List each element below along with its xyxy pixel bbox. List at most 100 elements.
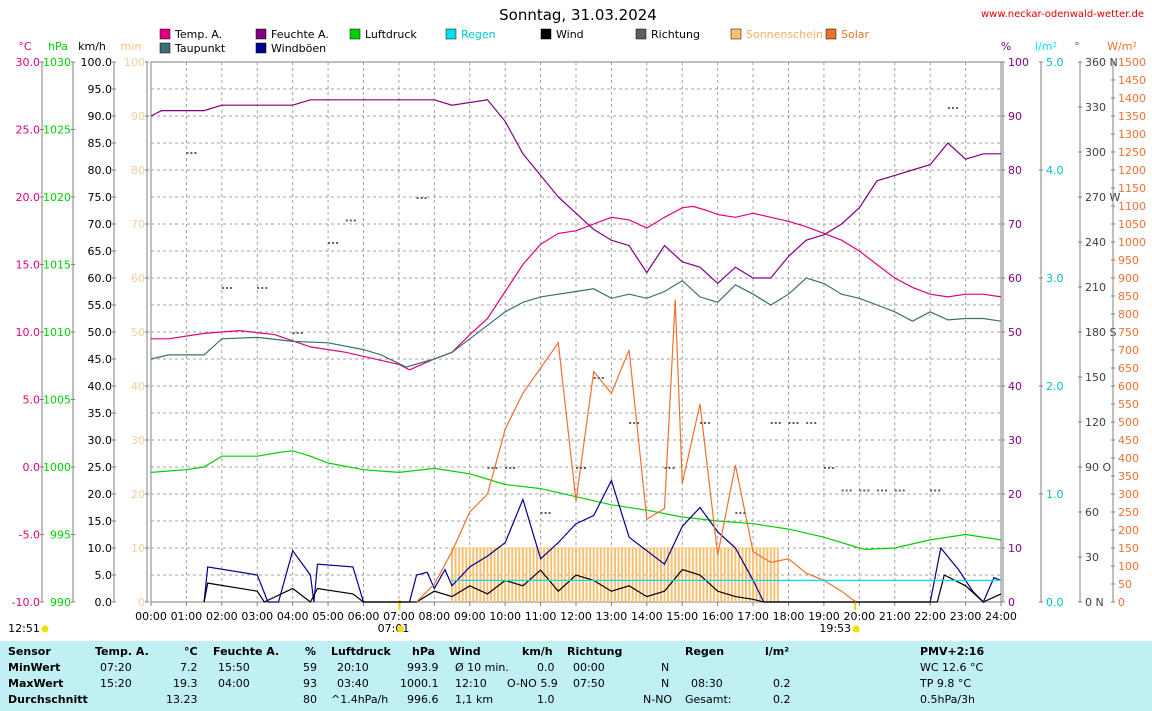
direction-dot <box>894 489 897 492</box>
series-temp-a <box>151 205 1002 371</box>
axis-tick-label: 1000 <box>43 461 71 474</box>
axis-tick-label: 5.0 <box>1046 56 1064 69</box>
row-min-hum-time: 15:50 <box>218 661 250 674</box>
axis-tick-label: 180 S <box>1085 326 1116 339</box>
header-pres: Luftdruck <box>331 645 391 658</box>
axis-tick-label: 50.0 <box>88 326 113 339</box>
axis-tick-label: 1250 <box>1118 146 1146 159</box>
legend-swatch <box>349 28 361 40</box>
stats-table: Sensor Temp. A. °C Feuchte A. % Luftdruc… <box>0 641 1152 711</box>
direction-dot <box>544 512 547 514</box>
direction-dot <box>336 242 339 244</box>
axis-tick-label: 1.0 <box>1046 488 1064 501</box>
axis-tick-label: 20.0 <box>16 191 41 204</box>
row-min-extra: WC 12.6 °C <box>920 661 984 674</box>
axis-tick-label: 600 <box>1118 380 1139 393</box>
direction-dot <box>597 377 600 379</box>
axis-tick-label: -10.0 <box>12 596 40 609</box>
direction-dot <box>261 287 264 289</box>
row-min-wind-time: Ø 10 min. <box>455 661 509 674</box>
direction-dot <box>601 377 604 379</box>
direction-dot <box>584 467 586 469</box>
header-dir: Richtung <box>567 645 623 658</box>
direction-dot <box>225 287 228 289</box>
axis-tick-label: 90 <box>1008 110 1022 123</box>
axis-tick-label: 450 <box>1118 434 1139 447</box>
direction-dot <box>947 107 950 109</box>
legend-label: Solar <box>841 28 870 41</box>
direction-dot <box>548 512 551 514</box>
row-max-dir-time: 07:50 <box>573 677 605 690</box>
axis-tick-label: -5.0 <box>19 529 40 542</box>
axis-tick-label: 1100 <box>1118 200 1146 213</box>
direction-dot <box>845 489 848 492</box>
axis-tick-label: 120 <box>1085 416 1106 429</box>
direction-dot <box>951 107 954 109</box>
axis-tick-label: 0 <box>1008 596 1015 609</box>
sunrise-label: 07:01 <box>378 622 410 635</box>
legend-swatch <box>159 42 171 54</box>
axis-tick-label: 210 <box>1085 281 1106 294</box>
direction-dot <box>743 512 746 514</box>
direction-dot <box>292 332 295 334</box>
x-tick-label: 07:00 <box>383 610 415 623</box>
axis-unit: hPa <box>48 40 68 53</box>
legend-label: Temp. A. <box>174 28 222 41</box>
table-bg <box>0 641 1152 711</box>
direction-dot <box>831 467 834 469</box>
row-max-temp: 19.3 <box>173 677 198 690</box>
axis-tick-label: 85.0 <box>88 137 113 150</box>
series-luftdruck <box>150 450 1002 551</box>
x-tick-label: 04:00 <box>277 610 309 623</box>
direction-dot <box>576 467 578 469</box>
x-tick-label: 02:00 <box>206 610 238 623</box>
direction-dot <box>699 422 702 424</box>
series-feuchte-a <box>150 99 1001 285</box>
direction-dot <box>877 489 880 492</box>
x-tick-label: 12:00 <box>560 610 592 623</box>
axis-unit: W/m² <box>1107 40 1137 53</box>
axis-tick-label: 100 <box>124 56 145 69</box>
x-tick-label: 03:00 <box>241 610 273 623</box>
axis-tick-label: 150 <box>1085 371 1106 384</box>
direction-dot <box>186 152 189 154</box>
axis-tick-label: 10 <box>1008 542 1022 555</box>
direction-dot <box>629 422 632 424</box>
direction-dot <box>194 152 197 154</box>
axis-tick-label: 1000 <box>1118 236 1146 249</box>
header-wind-unit: km/h <box>522 645 553 658</box>
axis-tick-label: 15.0 <box>16 259 41 272</box>
row-max-rain-time: 08:30 <box>691 677 723 690</box>
x-tick-label: 13:00 <box>596 610 628 623</box>
direction-dot <box>300 332 303 334</box>
axis-tick-label: 300 <box>1085 146 1106 159</box>
time-now-label: 12:51 <box>8 622 40 635</box>
axis-tick-label: 3.0 <box>1046 272 1064 285</box>
axis-tick-label: 990 <box>50 596 71 609</box>
header-pres-unit: hPa <box>412 645 436 658</box>
axis-tick-label: 550 <box>1118 398 1139 411</box>
x-tick-label: 17:00 <box>737 610 769 623</box>
legend-swatch <box>445 28 457 40</box>
direction-dot <box>353 219 356 222</box>
x-tick-label: 19:00 <box>808 610 840 623</box>
direction-dot <box>792 422 795 424</box>
legend-swatch <box>255 28 267 40</box>
direction-dot <box>505 467 508 469</box>
axis-tick-label: 1020 <box>43 191 71 204</box>
direction-dot <box>849 489 852 492</box>
header-hum: Feuchte A. <box>213 645 280 658</box>
row-max-pres-time: 03:40 <box>337 677 369 690</box>
row-avg-temp: 13.23 <box>166 693 198 706</box>
direction-dot <box>328 242 331 244</box>
axis-tick-label: 1050 <box>1118 218 1146 231</box>
axis-tick-label: 60 <box>1085 506 1099 519</box>
direction-dot <box>491 467 494 469</box>
axis-tick-label: 1200 <box>1118 164 1146 177</box>
direction-dot <box>938 489 941 492</box>
axis-tick-label: 1015 <box>43 259 71 272</box>
axis-tick-label: 700 <box>1118 344 1139 357</box>
axis-tick-label: 100 <box>1008 56 1029 69</box>
direction-dot <box>633 422 636 424</box>
axis-tick-label: 40 <box>1008 380 1022 393</box>
